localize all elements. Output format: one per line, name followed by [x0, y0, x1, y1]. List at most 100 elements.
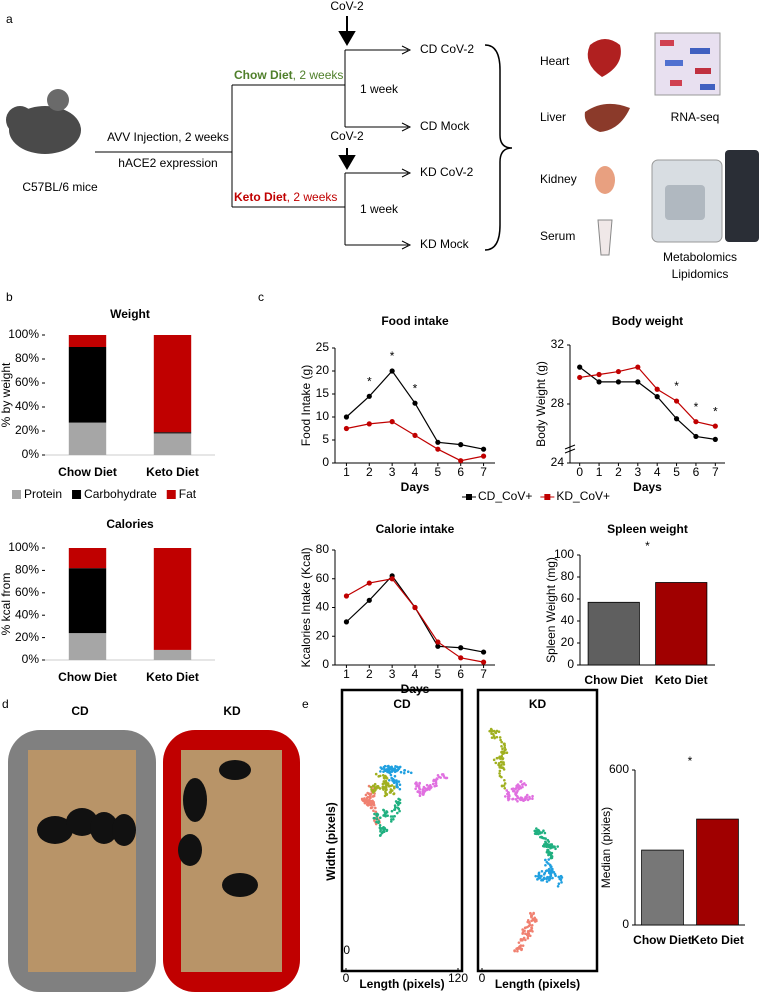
trajectory-dot	[416, 790, 420, 794]
trajectory-dot	[398, 787, 402, 791]
trajectory-dot	[521, 932, 524, 935]
trajectory-dot	[440, 773, 444, 776]
y-tick-label: 80	[561, 569, 575, 583]
legend-swatch	[72, 490, 82, 499]
bar-segment	[68, 548, 107, 569]
data-point	[458, 442, 464, 448]
trajectory-dot	[397, 807, 401, 811]
trajectory-dot	[529, 911, 532, 915]
trajectory-dot	[492, 758, 496, 762]
data-point	[673, 398, 680, 404]
group-label: CD Mock	[420, 119, 470, 133]
y-axis-label: Spleen Weight (mg)	[544, 557, 558, 663]
trajectory-dot	[375, 814, 379, 818]
expression-label: hACE2 expression	[118, 156, 217, 170]
trajectory-dot	[551, 876, 554, 880]
trajectory-dot	[499, 738, 502, 742]
trajectory-dot	[380, 831, 384, 835]
data-point	[596, 379, 602, 385]
trajectory-dot	[399, 770, 403, 774]
legend-swatch	[166, 490, 176, 499]
trajectory-dot	[389, 815, 393, 818]
x-axis-label: Length (pixels)	[495, 977, 580, 991]
y-tick-label: 80%	[15, 351, 39, 365]
group-label: KD CoV-2	[420, 165, 474, 179]
trajectory-dot	[391, 815, 395, 818]
plot-frame	[476, 688, 599, 973]
x-tick-label: 7	[480, 465, 487, 479]
data-point	[615, 379, 622, 385]
trajectory-dot	[498, 769, 502, 773]
assay-label: Metabolomics	[663, 250, 737, 264]
trajectory-dot	[387, 778, 391, 782]
trajectory-dot	[417, 784, 420, 788]
trajectory-dot	[560, 881, 563, 884]
trajectory-dot	[373, 789, 376, 793]
trajectory-dot	[384, 780, 387, 784]
trajectory-dot	[372, 803, 376, 807]
trajectory-dot	[421, 788, 425, 791]
trajectory-dot	[374, 806, 377, 810]
trajectory-dot	[520, 783, 524, 786]
series-line	[346, 574, 484, 653]
x-tick-label: 6	[457, 465, 464, 479]
x-tick-label: Chow Diet	[584, 673, 643, 687]
trajectory-dot	[530, 916, 533, 919]
trajectory-dot	[503, 744, 506, 747]
trajectory-dot	[492, 729, 496, 733]
trajectory-dot	[544, 858, 547, 862]
trajectory-dot	[371, 799, 374, 803]
trajectory-dot	[531, 917, 535, 921]
trajectory-dot	[435, 784, 438, 788]
trajectory-dot	[547, 867, 551, 871]
heart-icon	[587, 39, 621, 77]
y-axis-label: % kcal from	[0, 573, 13, 636]
data-point	[389, 368, 395, 374]
data-point	[577, 374, 583, 381]
trajectory-dot	[526, 920, 530, 924]
bar-segment	[153, 649, 192, 660]
y-tick-label: 5	[322, 432, 329, 446]
data-point	[712, 436, 718, 442]
trajectory-dot	[392, 817, 395, 821]
chart-title: Weight	[110, 307, 150, 321]
trajectory-dot	[384, 769, 388, 772]
trajectory-dot	[554, 874, 557, 878]
trajectory-dot	[396, 811, 399, 815]
y-tick-label: 25	[316, 340, 330, 354]
chart-title: CD	[393, 697, 411, 711]
y-axis-label: Width (pixels)	[324, 802, 338, 881]
liver-icon	[584, 103, 630, 132]
trajectory-dot	[395, 779, 398, 782]
trajectory-dot	[521, 928, 524, 931]
trajectory-dot	[367, 801, 370, 804]
trajectory-dot	[548, 875, 552, 879]
x-axis-label: Days	[401, 480, 430, 494]
trajectory-dot	[547, 840, 551, 843]
trajectory-dot	[514, 787, 517, 791]
x-tick-label: Chow Diet	[633, 933, 692, 947]
trajectory-dot	[533, 832, 537, 835]
legend-label: Protein	[24, 487, 62, 501]
bar	[641, 849, 684, 926]
y-axis-label: Body Weight (g)	[534, 361, 548, 447]
trajectory-dot	[490, 736, 494, 739]
data-point	[480, 446, 487, 452]
data-point	[412, 400, 418, 406]
trajectory-dot	[511, 797, 514, 801]
axis-break	[564, 444, 576, 454]
trajectory-dot	[544, 837, 547, 840]
trajectory-dot	[503, 782, 507, 785]
trajectory-dot	[379, 766, 383, 769]
chart-title: Calorie intake	[376, 522, 455, 536]
y-tick-label: 80%	[15, 563, 39, 577]
trajectory-dot	[363, 797, 366, 800]
y-tick-label: 0	[622, 917, 629, 931]
trajectory-dot	[521, 938, 524, 942]
legend-swatch	[12, 490, 21, 499]
chart-title: Spleen weight	[607, 522, 688, 536]
trajectory-dot	[384, 814, 387, 818]
x-tick-label: 6	[457, 667, 464, 681]
mice	[178, 760, 258, 897]
y-tick-label: 24	[551, 455, 565, 469]
